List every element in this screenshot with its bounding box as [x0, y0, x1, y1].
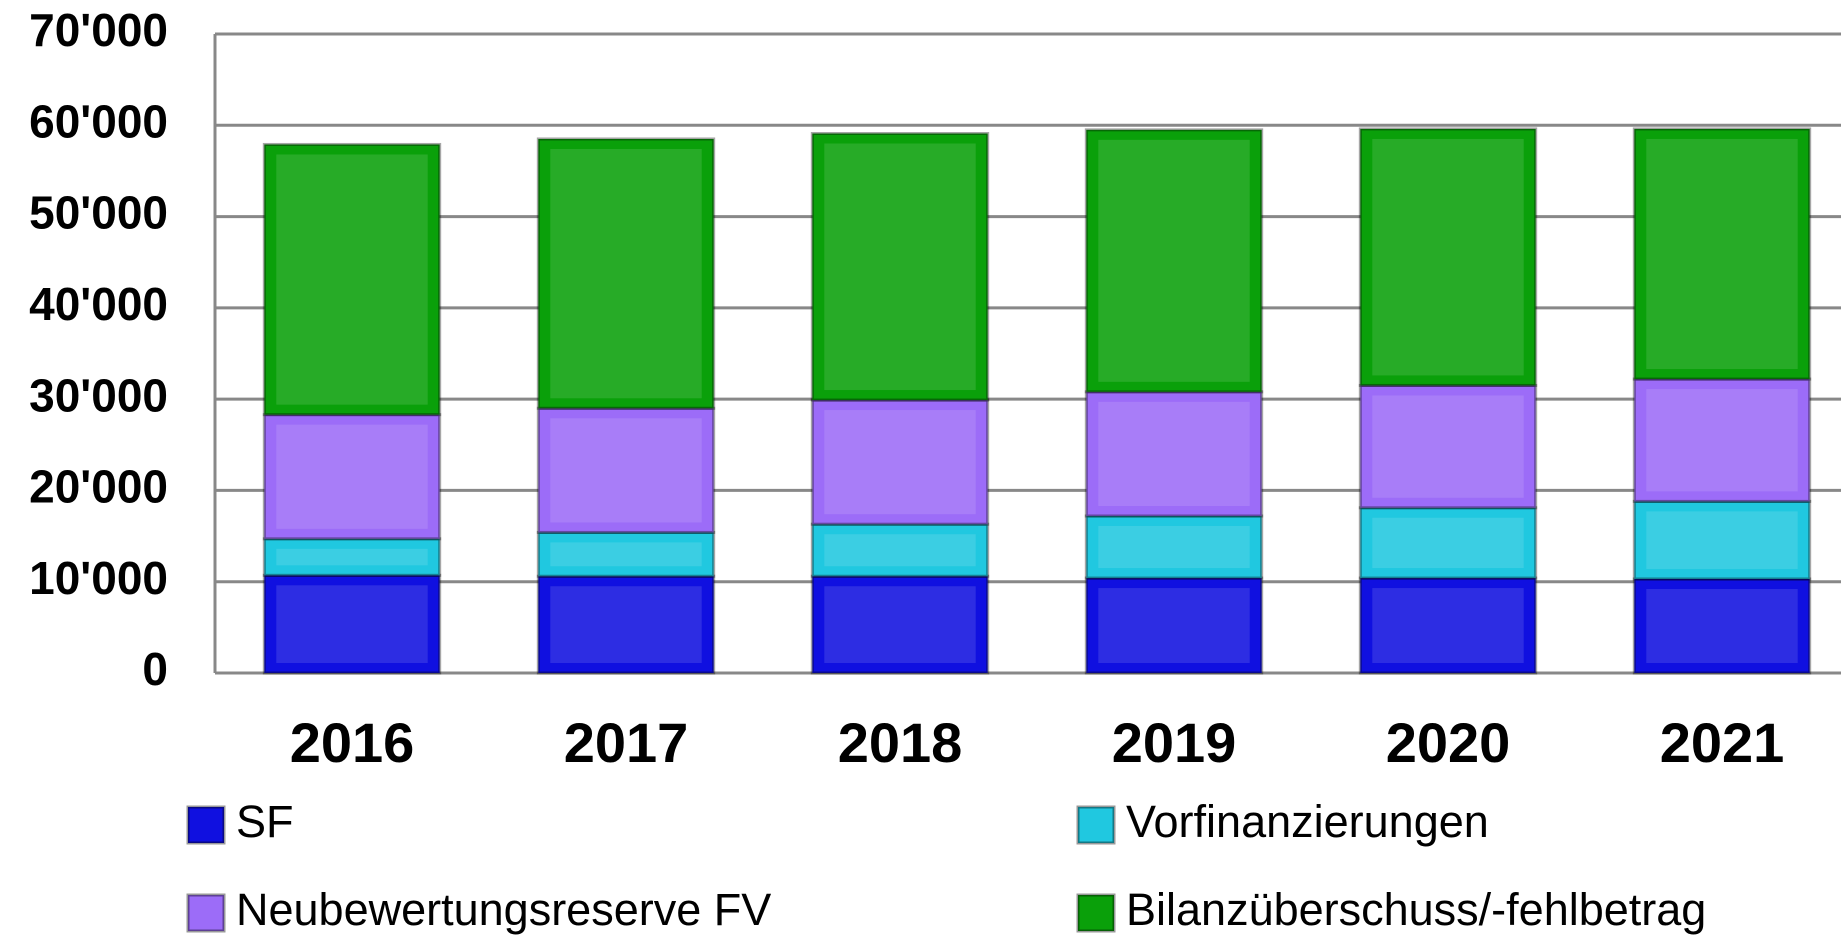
legend-label: SF	[236, 796, 294, 847]
bar-segment	[1084, 390, 1264, 518]
legend-label: Vorfinanzierungen	[1126, 796, 1489, 847]
bar-bevel	[824, 534, 976, 567]
bar-bevel	[1646, 389, 1798, 492]
legend-label: Neubewertungsreserve FV	[236, 884, 771, 935]
bar-bevel	[1646, 511, 1798, 569]
bar-segment	[262, 142, 442, 417]
y-tick-label: 20'000	[29, 461, 168, 513]
bar-segment	[1632, 127, 1812, 381]
bar-bevel	[1098, 139, 1250, 382]
bar-segment	[536, 530, 716, 578]
bar-bevel	[824, 143, 976, 391]
bar-bevel	[276, 424, 428, 529]
bar-bevel	[1372, 517, 1524, 569]
y-tick-label: 50'000	[29, 187, 168, 239]
legend-swatch	[1076, 893, 1116, 933]
legend-label: Bilanzüberschuss/-fehlbetrag	[1126, 884, 1706, 935]
bar-segment	[536, 137, 716, 410]
bar-bevel	[1646, 588, 1798, 663]
bar-bevel	[276, 585, 428, 663]
bar-segment	[1358, 127, 1538, 387]
bar-segment	[1358, 506, 1538, 580]
y-tick-label: 70'000	[29, 4, 168, 56]
bar-segment	[1632, 499, 1812, 581]
x-tick-label: 2017	[564, 711, 689, 774]
bar-bevel	[550, 586, 702, 663]
bar-segment	[1358, 576, 1538, 675]
bar-segment	[1084, 128, 1264, 394]
x-tick-label: 2021	[1660, 711, 1785, 774]
bar-bevel	[550, 148, 702, 399]
bar-segment	[262, 537, 442, 577]
y-tick-label: 30'000	[29, 369, 168, 421]
legend-swatch	[186, 805, 226, 845]
y-tick-label: 60'000	[29, 95, 168, 147]
y-tick-label: 40'000	[29, 278, 168, 330]
bar-bevel	[550, 542, 702, 567]
bar-bevel	[1098, 525, 1250, 569]
y-tick-label: 0	[142, 643, 168, 695]
bar-segment	[810, 132, 990, 402]
bar-segment	[1632, 577, 1812, 675]
legend-swatch	[186, 893, 226, 933]
x-tick-label: 2019	[1112, 711, 1237, 774]
x-tick-label: 2016	[290, 711, 415, 774]
bar-bevel	[1372, 395, 1524, 498]
legend-swatch	[1076, 805, 1116, 845]
bar-bevel	[1646, 138, 1798, 370]
y-tick-label: 10'000	[29, 552, 168, 604]
bar-bevel	[1372, 588, 1524, 663]
bar-bevel	[276, 154, 428, 405]
bar-bevel	[824, 586, 976, 663]
bar-bevel	[1098, 588, 1250, 663]
bar-segment	[1632, 377, 1812, 503]
bar-segment	[1084, 514, 1264, 580]
bar-bevel	[276, 548, 428, 566]
bar-bevel	[1372, 138, 1524, 376]
x-tick-label: 2018	[838, 711, 963, 774]
x-tick-label: 2020	[1386, 711, 1511, 774]
bar-segment	[810, 522, 990, 578]
bar-bevel	[824, 410, 976, 515]
bar-bevel	[1098, 401, 1250, 506]
bar-bevel	[550, 418, 702, 523]
bar-segment	[810, 574, 990, 675]
bar-segment	[1358, 383, 1538, 510]
